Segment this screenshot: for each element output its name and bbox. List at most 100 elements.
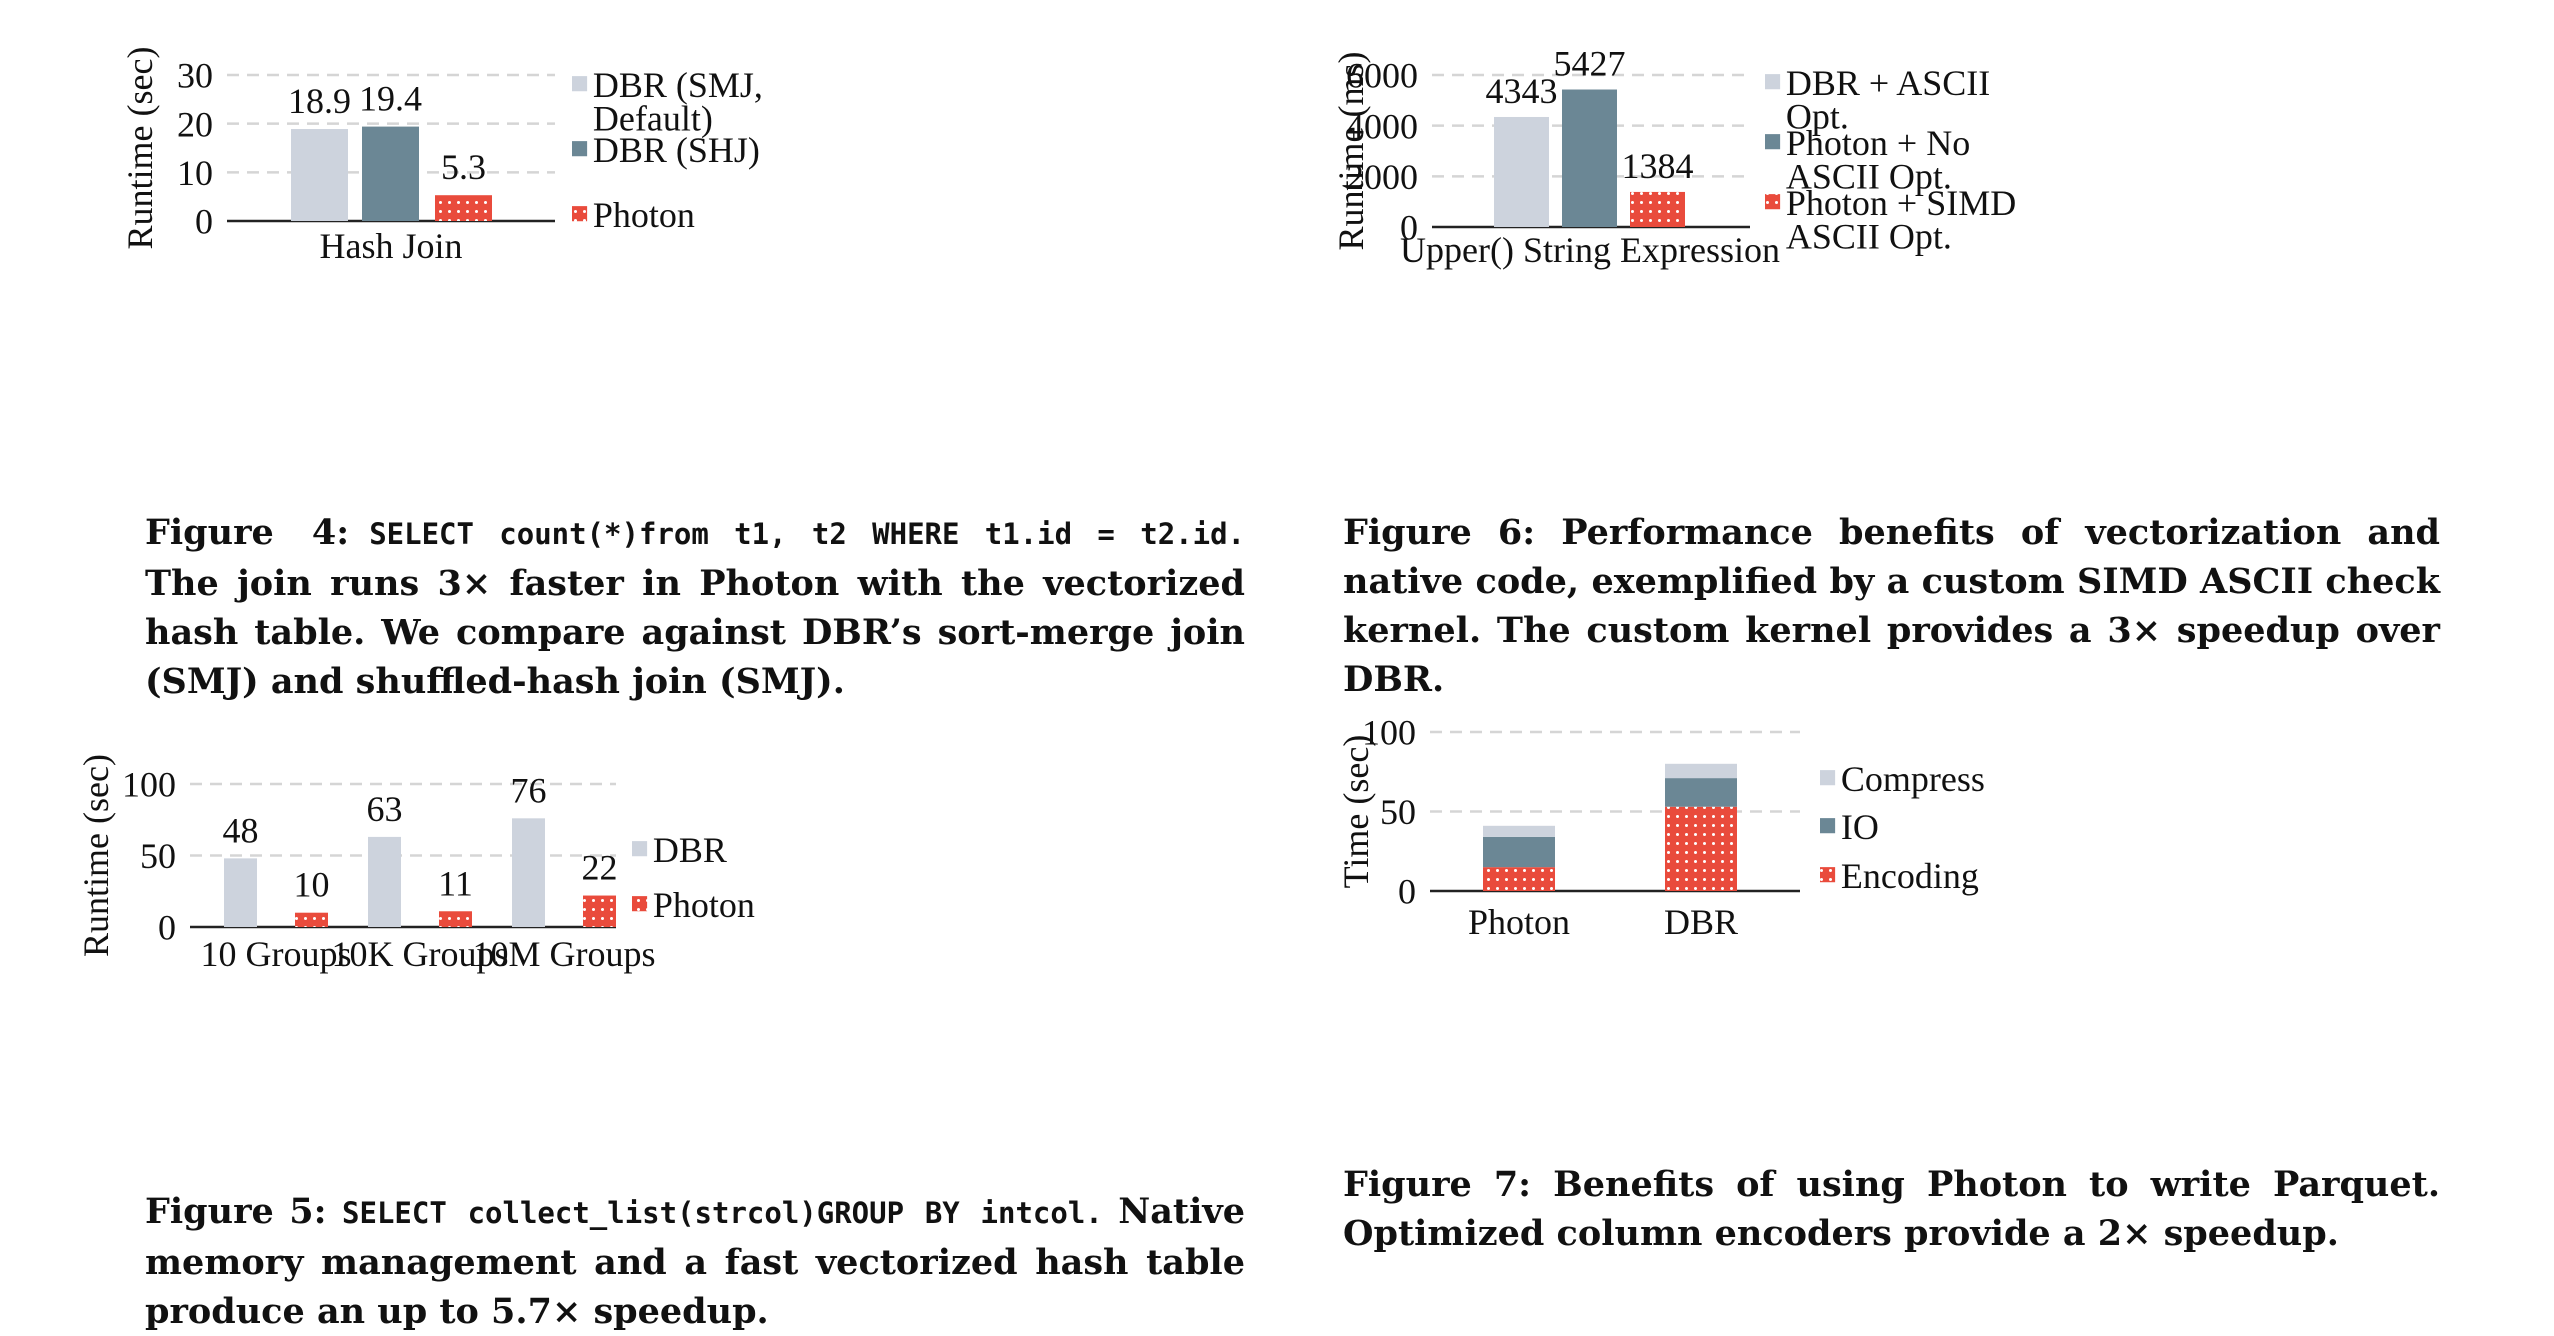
legend-label: Opt.: [1786, 96, 1849, 136]
y-tick-label: 0: [1398, 872, 1416, 912]
bar-photon: [435, 195, 492, 221]
figure-6-caption-text: Figure 6: Performance benefits of vector…: [1343, 512, 2440, 700]
data-label: 10: [294, 865, 330, 905]
legend-label: IO: [1841, 807, 1879, 847]
data-label: 1384: [1622, 146, 1694, 186]
legend-label: ASCII Opt.: [1786, 216, 1952, 256]
bar-dbr-shj-: [362, 126, 419, 221]
bar-segment-dbr-compress: [1665, 763, 1737, 779]
y-tick-label: 50: [1380, 792, 1416, 832]
data-label: 4343: [1486, 71, 1558, 111]
data-label: 5.3: [441, 147, 486, 187]
y-tick-label: 30: [177, 56, 213, 96]
bar-dbr-10m-groups: [512, 818, 545, 927]
bar-photon-simd-ascii-opt-: [1630, 191, 1685, 227]
x-tick-label: 10 Groups: [201, 934, 352, 974]
y-tick-label: 100: [1362, 713, 1416, 753]
legend-swatch: [572, 206, 588, 222]
figure-7-chart: 0 50 100 Time (sec) Photon DBR Compress IO Encod…: [1336, 713, 2490, 1110]
y-tick-label: 20: [177, 104, 213, 144]
y-axis-label: Runtime (sec): [120, 47, 160, 250]
data-label: 63: [367, 789, 403, 829]
legend-label: Default): [593, 98, 713, 138]
figure-4-caption-text: The join runs 3× faster in Photon with t…: [145, 563, 1245, 702]
y-axis-label: Runtime (sec): [76, 754, 116, 957]
data-label: 5427: [1554, 44, 1626, 84]
legend-label: DBR (SHJ): [593, 130, 760, 170]
legend-label: ASCII Opt.: [1786, 156, 1952, 196]
figure-4-svg: 0 10 20 30 Runtime (sec) 18.9 19.4 5.3 Hash Join…: [120, 47, 763, 266]
legend-label: DBR: [653, 830, 727, 870]
y-axis-label: Runtime (ms): [1331, 52, 1371, 251]
y-tick-label: 0: [195, 202, 213, 242]
bar-dbr-10-groups: [224, 858, 257, 927]
bar-segment-dbr-encoding: [1665, 806, 1737, 891]
legend-swatch: [572, 141, 588, 157]
figure-4-caption-code: SELECT count(*)from t1, t2 WHERE t1.id =…: [369, 517, 1245, 551]
data-label: 48: [223, 810, 259, 850]
legend-swatch: [632, 841, 648, 857]
legend-label: DBR (SMJ,: [593, 65, 763, 105]
y-tick-label: 10: [177, 153, 213, 193]
x-tick-label: DBR: [1664, 902, 1738, 942]
figure-5-caption-label: Figure 5:: [145, 1191, 327, 1232]
bar-segment-photon-encoding: [1483, 867, 1555, 891]
bar-photon-10m-groups: [583, 895, 616, 927]
y-tick-label: 4000: [1346, 106, 1418, 146]
legend-swatch: [1820, 818, 1836, 834]
legend-label: Photon: [653, 885, 755, 925]
figure-4-caption-label: Figure 4:: [145, 512, 350, 553]
figure-7-caption: Figure 7: Benefits of using Photon to wr…: [1343, 1160, 2440, 1258]
bar-dbr-10k-groups: [368, 836, 401, 927]
figure-6-chart: 0 2000 4000 6000 Runtime (ms) 4343 5427 1384 Upp…: [1331, 44, 2490, 470]
x-tick-label: 10M Groups: [472, 934, 655, 974]
x-tick-label: 10K Groups: [332, 934, 509, 974]
figure-7-caption-text: Figure 7: Benefits of using Photon to wr…: [1343, 1164, 2440, 1254]
figure-5-caption-text: Native memory management and a fast vect…: [145, 1191, 1245, 1332]
y-tick-label: 6000: [1346, 56, 1418, 96]
x-axis-label: Upper() String Expression: [1400, 230, 1780, 270]
data-label: 22: [582, 848, 618, 888]
bar-photon-10k-groups: [439, 911, 472, 927]
legend-label: Photon + SIMD: [1786, 183, 2016, 223]
y-tick-label: 100: [122, 765, 176, 805]
legend-swatch: [1820, 770, 1836, 786]
legend-label: Compress: [1841, 759, 1985, 799]
figure-4-caption: Figure 4: SELECT count(*)from t1, t2 WHE…: [145, 508, 1245, 706]
legend-swatch: [1765, 134, 1781, 150]
legend-swatch: [1765, 194, 1781, 210]
bar-photon-no-ascii-opt-: [1562, 89, 1617, 228]
legend-swatch: [572, 76, 588, 92]
y-tick-label: 0: [1400, 208, 1418, 248]
x-axis-label: Hash Join: [320, 226, 463, 266]
bar-segment-photon-compress: [1483, 825, 1555, 837]
legend-swatch: [1820, 867, 1836, 883]
legend-label: Photon + No: [1786, 123, 1970, 163]
bar-segment-dbr-io: [1665, 778, 1737, 807]
figure-5-caption-code: SELECT collect_list(strcol)GROUP BY intc…: [342, 1196, 1103, 1230]
data-label: 11: [438, 863, 473, 903]
legend-label: Photon: [593, 195, 695, 235]
legend-swatch: [632, 896, 648, 912]
legend-swatch: [1765, 74, 1781, 90]
legend-label: Encoding: [1841, 856, 1979, 896]
figure-5-caption: Figure 5: SELECT collect_list(strcol)GRO…: [145, 1187, 1245, 1336]
data-label: 18.9: [288, 81, 351, 121]
bar-dbr-smj-default-: [291, 129, 348, 221]
legend-label: DBR + ASCII: [1786, 63, 1990, 103]
figure-6-caption: Figure 6: Performance benefits of vector…: [1343, 508, 2440, 704]
y-tick-label: 50: [140, 836, 176, 876]
bar-dbr-ascii-opt-: [1494, 116, 1549, 227]
y-tick-label: 0: [158, 908, 176, 948]
data-label: 19.4: [359, 79, 422, 119]
figure-5-chart: 0 50 100 Runtime (sec) 48 10 10 Groups 63 11 10K …: [76, 754, 1230, 1130]
figure-4-chart: 0 10 20 30 Runtime (sec) 18.9 19.4 5.3 Hash Join…: [120, 47, 1230, 470]
y-axis-label: Time (sec): [1336, 735, 1376, 889]
y-tick-label: 2000: [1346, 157, 1418, 197]
x-tick-label: Photon: [1468, 902, 1570, 942]
data-label: 76: [511, 770, 547, 810]
bar-photon-10-groups: [295, 912, 328, 927]
